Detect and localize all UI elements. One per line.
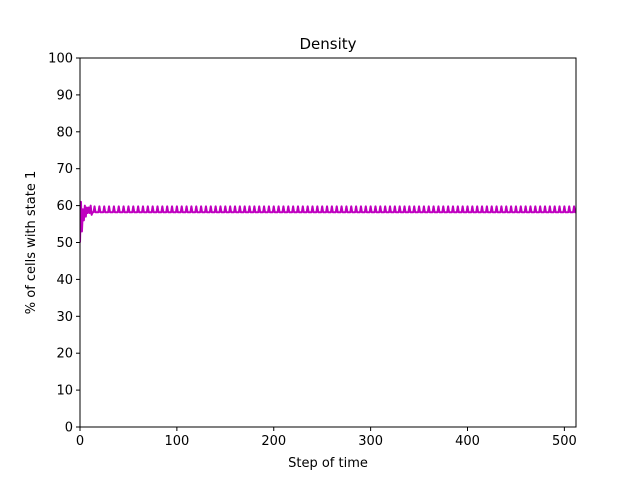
y-tick-label: 60 (56, 199, 73, 214)
x-tick-label: 100 (164, 434, 189, 449)
x-tick-label: 500 (552, 434, 577, 449)
y-axis-label: % of cells with state 1 (24, 171, 39, 314)
y-tick-label: 50 (56, 236, 73, 251)
y-tick-label: 40 (56, 273, 73, 288)
x-tick-label: 0 (76, 434, 84, 449)
y-tick-label: 100 (48, 52, 73, 67)
y-tick-label: 10 (56, 384, 73, 399)
y-tick-label: 90 (56, 88, 73, 103)
y-tick-label: 80 (56, 125, 73, 140)
y-tick-label: 20 (56, 347, 73, 362)
x-tick-label: 200 (261, 434, 286, 449)
y-axis: 0 10 20 30 40 50 60 70 80 90 100 (48, 52, 80, 436)
x-tick-label: 300 (358, 434, 383, 449)
x-axis-label: Step of time (288, 456, 368, 471)
y-tick-label: 70 (56, 162, 73, 177)
chart-title: Density (299, 35, 356, 53)
y-tick-label: 30 (56, 310, 73, 325)
x-tick-label: 400 (455, 434, 480, 449)
y-tick-label: 0 (65, 421, 73, 436)
series-line (80, 200, 576, 243)
x-axis: 0 100 200 300 400 500 (76, 427, 577, 449)
plot-frame (79, 57, 577, 428)
